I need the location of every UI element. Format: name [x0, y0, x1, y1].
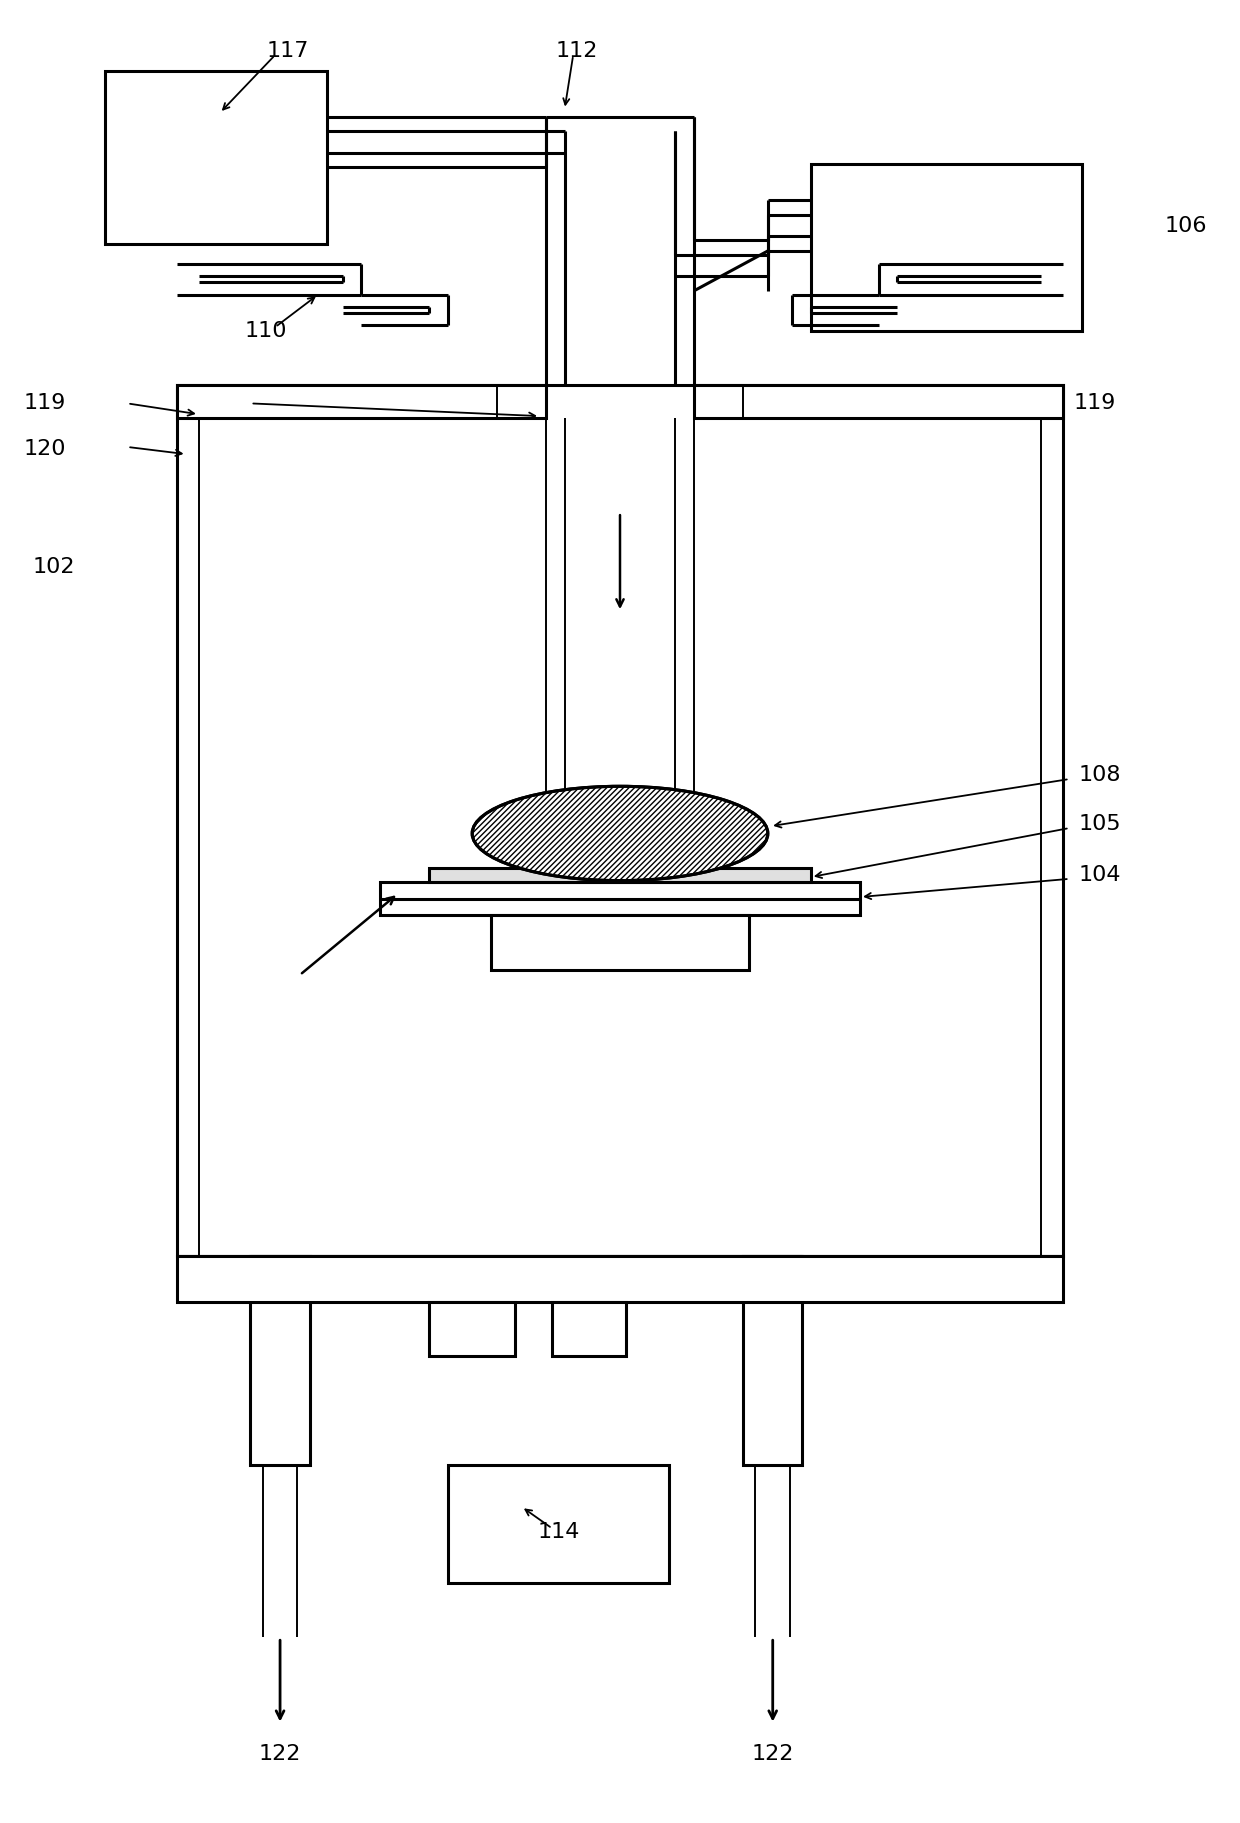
Text: 110: 110: [244, 321, 286, 341]
Bar: [105, 71, 327, 244]
Text: 106: 106: [1164, 215, 1207, 235]
Bar: [176, 385, 1064, 1256]
Bar: [250, 1256, 310, 1466]
Bar: [429, 1302, 516, 1356]
Text: 104: 104: [1078, 866, 1121, 886]
Text: 120: 120: [24, 439, 66, 459]
Bar: [176, 385, 546, 417]
Ellipse shape: [472, 786, 768, 881]
Text: 102: 102: [32, 556, 74, 576]
Bar: [811, 164, 1081, 330]
Text: 119: 119: [24, 394, 66, 414]
Bar: [379, 882, 861, 915]
Text: 119: 119: [1074, 394, 1116, 414]
Bar: [694, 385, 1064, 417]
Bar: [448, 1466, 670, 1582]
Bar: [552, 1302, 626, 1356]
Text: 108: 108: [1078, 766, 1121, 786]
Text: 105: 105: [1078, 815, 1121, 835]
Text: 122: 122: [751, 1743, 794, 1763]
Bar: [743, 1256, 802, 1466]
Text: 122: 122: [259, 1743, 301, 1763]
Text: 112: 112: [556, 42, 598, 62]
Text: 117: 117: [267, 42, 309, 62]
Bar: [491, 915, 749, 970]
Bar: [176, 1256, 1064, 1302]
Bar: [429, 868, 811, 882]
Text: 114: 114: [537, 1522, 579, 1542]
